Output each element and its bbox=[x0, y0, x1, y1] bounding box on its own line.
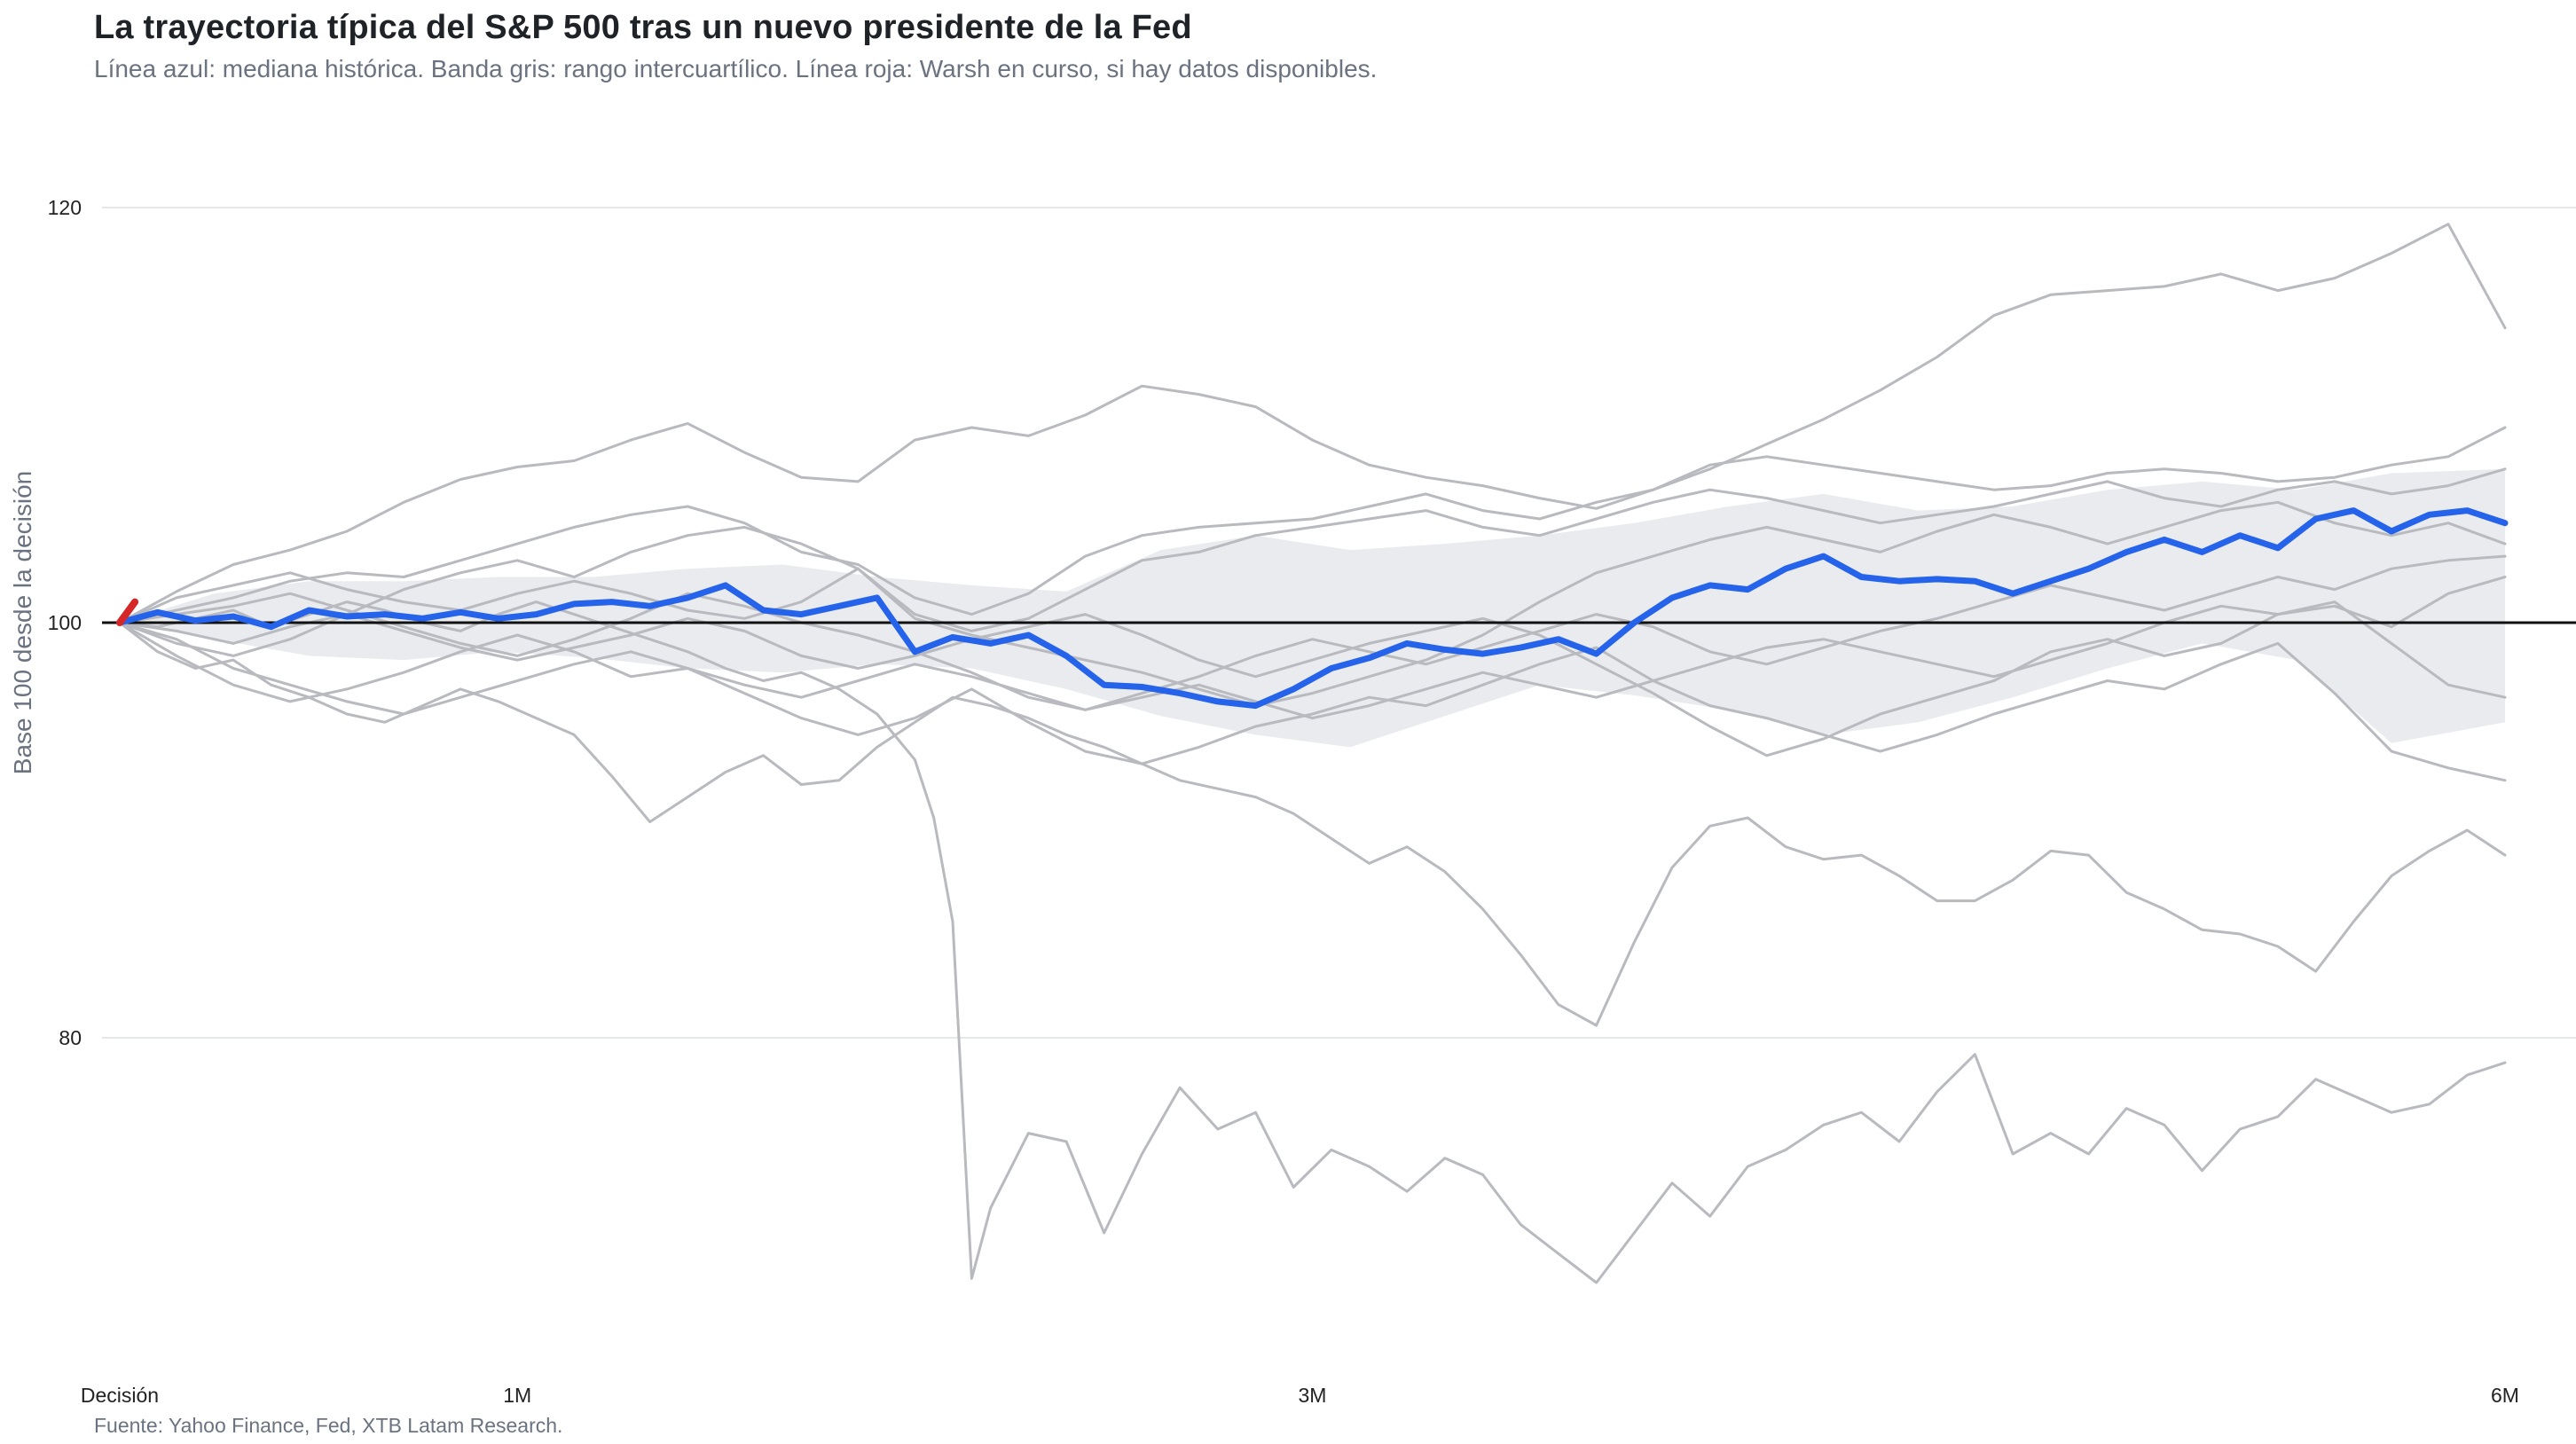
chart-title: La trayectoria típica del S&P 500 tras u… bbox=[94, 9, 1192, 46]
iqr-band bbox=[120, 468, 2505, 748]
source-note: Fuente: Yahoo Finance, Fed, XTB Latam Re… bbox=[94, 1414, 563, 1437]
historical-series-5 bbox=[118, 554, 2507, 711]
y-axis-label: Base 100 desde la decisión bbox=[9, 471, 36, 774]
x-axis-ticks: Decisión 1M 3M 6M bbox=[81, 1384, 2519, 1407]
x-tick-label: 1M bbox=[503, 1384, 531, 1407]
x-tick-label: 3M bbox=[1299, 1384, 1327, 1407]
historical-series-7 bbox=[118, 600, 2507, 720]
x-tick-label: 6M bbox=[2491, 1384, 2519, 1407]
current-layer bbox=[116, 598, 139, 626]
current-line bbox=[116, 598, 139, 626]
historical-series-6 bbox=[118, 576, 2507, 757]
historical-series-8 bbox=[118, 621, 2507, 782]
median-layer bbox=[116, 507, 2509, 710]
median-line bbox=[116, 507, 2509, 710]
x-tick-label: Decisión bbox=[81, 1384, 159, 1407]
historical-series-10 bbox=[118, 600, 2507, 1284]
historical-series-1 bbox=[118, 223, 2507, 624]
gridlines bbox=[102, 207, 2576, 1039]
historical-series-3 bbox=[118, 467, 2507, 657]
historical-series-9 bbox=[118, 621, 2507, 1027]
historical-series-2 bbox=[118, 426, 2507, 624]
y-axis-ticks: 80 100 120 bbox=[48, 196, 82, 1049]
historical-series-4 bbox=[118, 500, 2507, 708]
chart-subtitle: Línea azul: mediana histórica. Banda gri… bbox=[94, 55, 1378, 82]
historical-series-layer bbox=[118, 223, 2507, 1284]
y-tick-label: 120 bbox=[48, 196, 82, 219]
y-tick-label: 100 bbox=[48, 611, 82, 634]
y-tick-label: 80 bbox=[59, 1026, 82, 1049]
iqr-band-layer bbox=[120, 468, 2505, 748]
